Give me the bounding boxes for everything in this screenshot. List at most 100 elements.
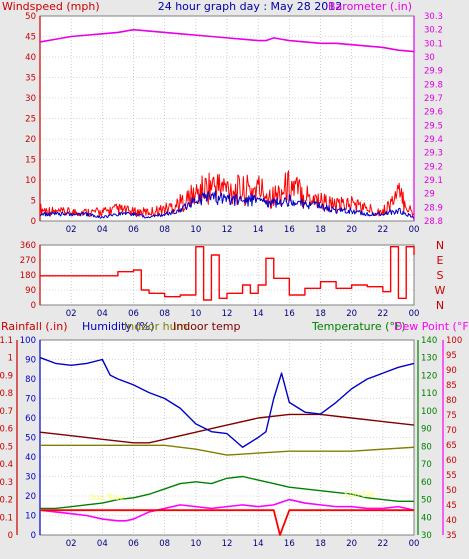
rainfall-axis-tick-label: 0 xyxy=(8,531,13,541)
dew-point-axis-tick-label: 40 xyxy=(446,516,457,526)
dew-point-axis-tick-label: 90 xyxy=(446,366,457,376)
direction-x-tick-label: 22 xyxy=(377,309,388,319)
windspeed-axis-tick-label: 35 xyxy=(25,74,36,84)
dew-point-axis-tick-label: 80 xyxy=(446,396,457,406)
dew-point-axis-tick-label: 50 xyxy=(446,486,457,496)
windspeed-axis-tick-label: 30 xyxy=(25,94,36,104)
humidity-axis-tick-label: 90 xyxy=(25,356,36,366)
windspeed-axis-tick-label: 5 xyxy=(31,197,36,207)
humidity-axis-tick-label: 30 xyxy=(25,473,36,483)
direction-x-tick-label: 06 xyxy=(128,309,139,319)
humidity-axis-tick-label: 100 xyxy=(20,336,36,346)
barometer-axis-tick-label: 29 xyxy=(424,190,435,200)
temperature-axis-tick-label: 40 xyxy=(421,513,432,523)
barometer-axis-tick-label: 29.5 xyxy=(424,121,443,131)
direction-x-tick-label: 08 xyxy=(159,309,170,319)
climate-x-tick-label: 12 xyxy=(222,539,233,549)
humidity-legend: Humidity (%) xyxy=(82,320,154,333)
windspeed-axis-tick-label: 45 xyxy=(25,33,36,43)
temperature-axis-tick-label: 70 xyxy=(421,460,432,470)
wind-x-tick-label: 22 xyxy=(377,225,388,235)
humidity-axis-tick-label: 50 xyxy=(25,434,36,444)
rainfall-axis-tick-label: 0.9 xyxy=(0,371,13,381)
windspeed-axis-tick-label: 15 xyxy=(25,156,36,166)
climate-x-tick-label: 14 xyxy=(253,539,264,549)
windspeed-axis-tick-label: 50 xyxy=(25,12,36,22)
sunrise-label: Sun Rise xyxy=(90,493,125,502)
barometer-axis-tick-label: 30 xyxy=(424,53,435,63)
direction-degrees-tick-label: 360 xyxy=(20,241,36,251)
sunset-label: Sun Set xyxy=(344,490,375,499)
temperature-line xyxy=(40,475,414,510)
wind-x-tick-label: 14 xyxy=(253,225,264,235)
direction-x-tick-label: 14 xyxy=(253,309,264,319)
compass-tick-label: S xyxy=(437,269,444,282)
windspeed-axis-title: Windspeed (mph) xyxy=(2,0,100,13)
dew-point-axis-tick-label: 60 xyxy=(446,456,457,466)
rainfall-line xyxy=(40,509,414,536)
temperature-axis-tick-label: 50 xyxy=(421,496,432,506)
climate-x-tick-label: 20 xyxy=(346,539,357,549)
dew-point-axis-tick-label: 70 xyxy=(446,426,457,436)
direction-degrees-tick-label: 270 xyxy=(20,256,36,266)
wind-gust-line xyxy=(39,170,415,218)
barometer-axis-tick-label: 29.1 xyxy=(424,176,443,186)
barometer-axis-tick-label: 29.9 xyxy=(424,67,443,77)
compass-tick-label: N xyxy=(436,299,444,312)
page-title: 24 hour graph day : May 28 2012 xyxy=(158,0,343,13)
wind-x-tick-label: 08 xyxy=(159,225,170,235)
dew-point-line xyxy=(39,498,415,522)
temperature-axis-tick-label: 140 xyxy=(421,336,437,346)
dew-point-axis-tick-label: 45 xyxy=(446,501,457,511)
dew-point-axis-tick-label: 100 xyxy=(446,336,462,346)
direction-x-tick-label: 18 xyxy=(315,309,326,319)
temperature-legend: Temperature (°F) xyxy=(311,320,406,333)
direction-degrees-tick-label: 90 xyxy=(25,286,36,296)
direction-x-tick-label: 12 xyxy=(222,309,233,319)
wind-x-tick-label: 18 xyxy=(315,225,326,235)
barometer-axis-tick-label: 29.7 xyxy=(424,94,443,104)
barometer-axis-tick-label: 30.3 xyxy=(424,12,443,22)
humidity-line xyxy=(39,356,415,448)
direction-degrees-tick-label: 0 xyxy=(31,301,36,311)
rainfall-axis-tick-label: 0.5 xyxy=(0,442,13,452)
compass-tick-label: E xyxy=(437,254,444,267)
barometer-axis-tick-label: 29.3 xyxy=(424,149,443,159)
humidity-axis-tick-label: 20 xyxy=(25,492,36,502)
rainfall-axis-tick-label: 0.6 xyxy=(0,425,13,435)
dew-point-axis-tick-label: 85 xyxy=(446,381,457,391)
barometer-axis-tick-label: 28.9 xyxy=(424,203,443,213)
indoor-hum-line xyxy=(40,444,415,456)
windspeed-axis-tick-label: 0 xyxy=(31,217,36,227)
indoor-hum-legend: Indoor hum xyxy=(124,320,187,333)
direction-x-tick-label: 20 xyxy=(346,309,357,319)
humidity-axis-tick-label: 60 xyxy=(25,414,36,424)
climate-x-tick-label: 08 xyxy=(159,539,170,549)
direction-degrees-tick-label: 180 xyxy=(20,271,36,281)
wind-x-tick-label: 00 xyxy=(409,225,420,235)
climate-x-tick-label: 18 xyxy=(315,539,326,549)
humidity-axis-tick-label: 0 xyxy=(31,531,36,541)
temperature-axis-tick-label: 130 xyxy=(421,354,437,364)
dew-point-legend: Dew Point (°F) xyxy=(394,320,469,333)
wind-x-tick-label: 12 xyxy=(222,225,233,235)
wind-x-tick-label: 10 xyxy=(190,225,201,235)
temperature-axis-tick-label: 110 xyxy=(421,389,437,399)
humidity-axis-tick-label: 10 xyxy=(25,512,36,522)
climate-x-tick-label: 04 xyxy=(97,539,108,549)
barometer-axis-tick-label: 29.8 xyxy=(424,80,443,90)
wind-x-tick-label: 16 xyxy=(284,225,295,235)
barometer-line xyxy=(39,28,415,53)
temperature-axis-tick-label: 120 xyxy=(421,371,437,381)
rainfall-axis-tick-label: 0.1 xyxy=(0,513,13,523)
direction-x-tick-label: 10 xyxy=(190,309,201,319)
humidity-axis-tick-label: 40 xyxy=(25,453,36,463)
rainfall-legend: Rainfall (.in) xyxy=(1,320,68,333)
climate-x-tick-label: 16 xyxy=(284,539,295,549)
indoor-temp-legend: Indoor temp xyxy=(173,320,240,333)
temperature-axis-tick-label: 100 xyxy=(421,407,437,417)
climate-x-tick-label: 06 xyxy=(128,539,139,549)
dew-point-axis-tick-label: 55 xyxy=(446,471,457,481)
